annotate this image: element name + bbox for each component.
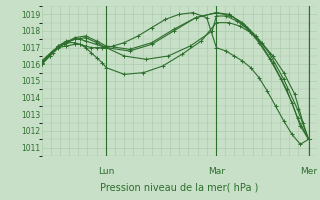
Text: Lun: Lun bbox=[98, 166, 115, 176]
Text: Mar: Mar bbox=[208, 166, 225, 176]
Text: Pression niveau de la mer( hPa ): Pression niveau de la mer( hPa ) bbox=[100, 183, 258, 193]
Text: Mer: Mer bbox=[300, 166, 317, 176]
